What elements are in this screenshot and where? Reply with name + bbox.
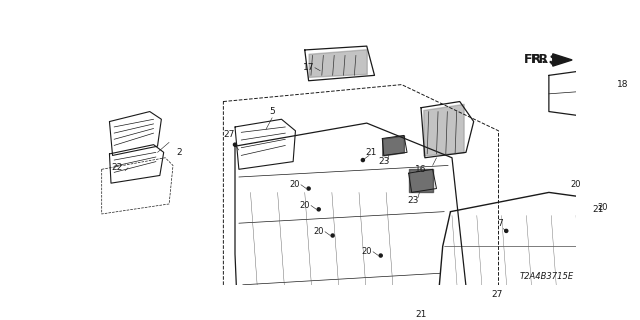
Text: 27: 27 bbox=[492, 290, 502, 299]
Text: 27: 27 bbox=[223, 130, 234, 139]
Text: 21: 21 bbox=[365, 148, 376, 157]
Text: 5: 5 bbox=[269, 107, 275, 116]
Polygon shape bbox=[553, 54, 572, 66]
Circle shape bbox=[501, 300, 504, 303]
Text: 20: 20 bbox=[362, 247, 372, 256]
Text: 20: 20 bbox=[597, 203, 607, 212]
Text: 16: 16 bbox=[415, 165, 427, 174]
Text: 18: 18 bbox=[617, 80, 628, 89]
Circle shape bbox=[590, 215, 593, 219]
Circle shape bbox=[317, 208, 320, 211]
Text: 22: 22 bbox=[111, 163, 123, 172]
Text: 2: 2 bbox=[177, 148, 182, 157]
Text: 21: 21 bbox=[415, 309, 427, 319]
Text: 20: 20 bbox=[289, 180, 300, 189]
Text: 21: 21 bbox=[592, 205, 604, 214]
Text: T2A4B3715E: T2A4B3715E bbox=[520, 272, 573, 281]
Circle shape bbox=[307, 187, 310, 190]
Text: 20: 20 bbox=[571, 180, 581, 189]
Circle shape bbox=[362, 158, 364, 162]
Text: 23: 23 bbox=[408, 196, 419, 204]
Circle shape bbox=[615, 210, 618, 213]
Circle shape bbox=[379, 254, 382, 257]
Text: 17: 17 bbox=[303, 63, 314, 72]
Circle shape bbox=[331, 234, 334, 237]
Circle shape bbox=[636, 279, 639, 283]
Circle shape bbox=[505, 229, 508, 232]
Text: 23: 23 bbox=[378, 157, 390, 166]
Circle shape bbox=[588, 187, 591, 190]
Text: FR.: FR. bbox=[524, 53, 547, 67]
Text: 20: 20 bbox=[314, 227, 324, 236]
Text: FR.: FR. bbox=[531, 53, 554, 67]
Text: 20: 20 bbox=[300, 201, 310, 210]
Text: 7: 7 bbox=[497, 219, 503, 228]
Circle shape bbox=[234, 143, 237, 146]
